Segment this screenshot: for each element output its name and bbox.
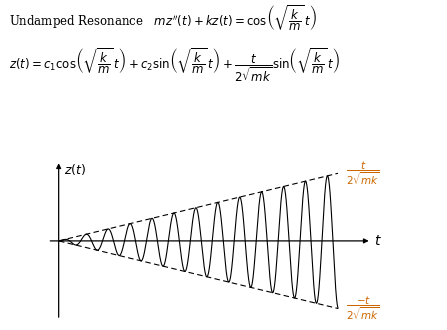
Text: $z(t)$: $z(t)$: [64, 162, 86, 177]
Text: $\dfrac{t}{2\sqrt{mk}}$: $\dfrac{t}{2\sqrt{mk}}$: [346, 159, 380, 187]
Text: Undamped Resonance$\quad mz^{\prime\prime}(t) + kz(t) = \cos\!\left(\sqrt{\dfrac: Undamped Resonance$\quad mz^{\prime\prim…: [9, 3, 317, 33]
Text: $t$: $t$: [375, 234, 382, 248]
Text: $\dfrac{-t}{2\sqrt{mk}}$: $\dfrac{-t}{2\sqrt{mk}}$: [346, 295, 380, 322]
Text: $z(t) = c_1\cos\!\left(\sqrt{\dfrac{k}{m}}\,t\right) + c_2\sin\!\left(\sqrt{\dfr: $z(t) = c_1\cos\!\left(\sqrt{\dfrac{k}{m…: [9, 46, 340, 84]
